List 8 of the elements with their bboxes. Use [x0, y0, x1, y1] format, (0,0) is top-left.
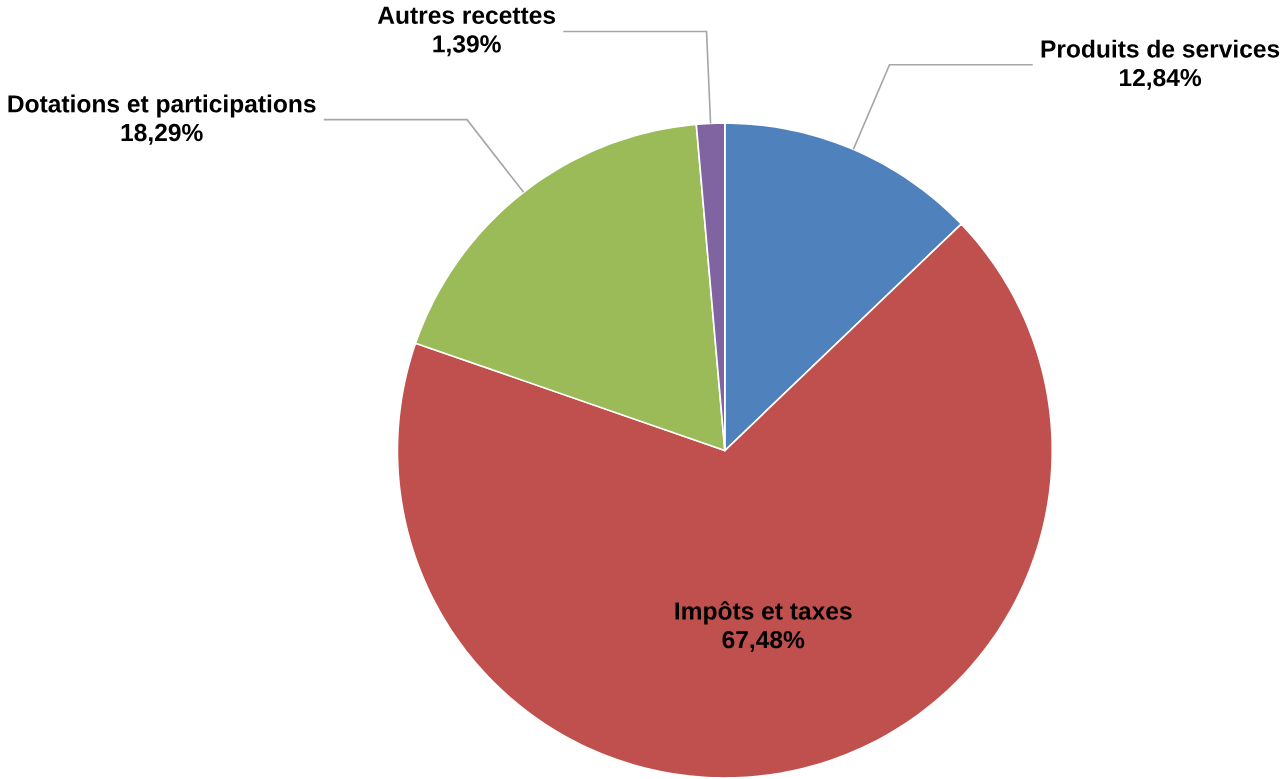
slice-label: Impôts et taxes: [675, 601, 852, 625]
data-label: 12,84%: [1119, 69, 1202, 90]
slice-label: Dotations et participations: [8, 94, 316, 118]
slice-label: Produits de services: [1041, 39, 1280, 58]
slice-label: Autres recettes: [377, 6, 555, 25]
data-label: 67,48%: [722, 631, 805, 652]
data-label: 18,29%: [121, 123, 203, 145]
data-label: 1,39%: [433, 35, 501, 57]
